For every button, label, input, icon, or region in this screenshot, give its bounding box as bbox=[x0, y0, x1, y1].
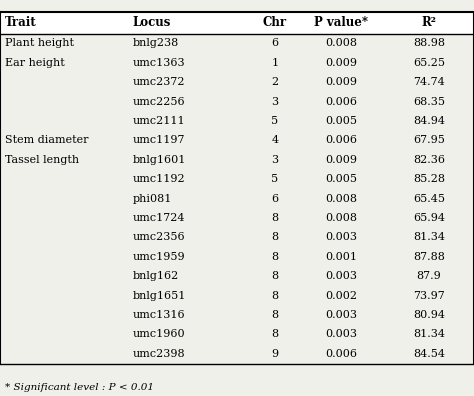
Text: 88.98: 88.98 bbox=[413, 38, 445, 48]
Text: umc2256: umc2256 bbox=[133, 97, 185, 107]
Text: 8: 8 bbox=[271, 213, 279, 223]
Text: R²: R² bbox=[421, 16, 437, 29]
Text: 73.97: 73.97 bbox=[413, 291, 445, 301]
Text: 6: 6 bbox=[271, 194, 279, 204]
Text: 80.94: 80.94 bbox=[413, 310, 445, 320]
Text: P value*: P value* bbox=[314, 16, 368, 29]
Text: * Significant level : P < 0.01: * Significant level : P < 0.01 bbox=[5, 383, 154, 392]
Text: 0.009: 0.009 bbox=[325, 58, 357, 68]
Text: 0.005: 0.005 bbox=[325, 174, 357, 184]
Text: 0.003: 0.003 bbox=[325, 310, 357, 320]
Text: 4: 4 bbox=[271, 135, 279, 145]
Text: 67.95: 67.95 bbox=[413, 135, 445, 145]
Text: 84.54: 84.54 bbox=[413, 349, 445, 359]
Text: 68.35: 68.35 bbox=[413, 97, 445, 107]
Text: 8: 8 bbox=[271, 291, 279, 301]
Text: Locus: Locus bbox=[133, 16, 171, 29]
Text: umc2372: umc2372 bbox=[133, 77, 185, 87]
Text: 0.008: 0.008 bbox=[325, 194, 357, 204]
Text: phi081: phi081 bbox=[133, 194, 172, 204]
Text: 0.003: 0.003 bbox=[325, 329, 357, 339]
Text: umc1316: umc1316 bbox=[133, 310, 185, 320]
Text: 1: 1 bbox=[271, 58, 279, 68]
Text: 87.9: 87.9 bbox=[417, 271, 441, 281]
Text: umc2356: umc2356 bbox=[133, 232, 185, 242]
FancyBboxPatch shape bbox=[0, 12, 474, 34]
Text: 5: 5 bbox=[271, 174, 279, 184]
Text: 0.005: 0.005 bbox=[325, 116, 357, 126]
Text: 0.001: 0.001 bbox=[325, 252, 357, 262]
Text: 65.45: 65.45 bbox=[413, 194, 445, 204]
Text: 8: 8 bbox=[271, 252, 279, 262]
Text: umc1192: umc1192 bbox=[133, 174, 185, 184]
Text: 0.008: 0.008 bbox=[325, 213, 357, 223]
Text: umc1959: umc1959 bbox=[133, 252, 185, 262]
Text: 3: 3 bbox=[271, 97, 279, 107]
Text: 9: 9 bbox=[271, 349, 279, 359]
Text: 0.006: 0.006 bbox=[325, 135, 357, 145]
Text: 0.009: 0.009 bbox=[325, 77, 357, 87]
Text: 8: 8 bbox=[271, 329, 279, 339]
Text: 2: 2 bbox=[271, 77, 279, 87]
Text: 85.28: 85.28 bbox=[413, 174, 445, 184]
Text: bnlg238: bnlg238 bbox=[133, 38, 179, 48]
Text: 87.88: 87.88 bbox=[413, 252, 445, 262]
Text: 8: 8 bbox=[271, 310, 279, 320]
Text: Plant height: Plant height bbox=[5, 38, 74, 48]
Text: umc2111: umc2111 bbox=[133, 116, 185, 126]
Text: umc2398: umc2398 bbox=[133, 349, 185, 359]
Text: 84.94: 84.94 bbox=[413, 116, 445, 126]
Text: 0.003: 0.003 bbox=[325, 271, 357, 281]
Text: 0.006: 0.006 bbox=[325, 97, 357, 107]
Text: 65.25: 65.25 bbox=[413, 58, 445, 68]
Text: 8: 8 bbox=[271, 232, 279, 242]
Text: umc1363: umc1363 bbox=[133, 58, 185, 68]
Text: 0.006: 0.006 bbox=[325, 349, 357, 359]
Text: 74.74: 74.74 bbox=[413, 77, 445, 87]
Text: umc1197: umc1197 bbox=[133, 135, 185, 145]
Text: umc1960: umc1960 bbox=[133, 329, 185, 339]
Text: bnlg1651: bnlg1651 bbox=[133, 291, 186, 301]
Text: bnlg162: bnlg162 bbox=[133, 271, 179, 281]
Text: 82.36: 82.36 bbox=[413, 155, 445, 165]
Text: Stem diameter: Stem diameter bbox=[5, 135, 88, 145]
Text: Trait: Trait bbox=[5, 16, 36, 29]
Text: 81.34: 81.34 bbox=[413, 232, 445, 242]
Text: 0.008: 0.008 bbox=[325, 38, 357, 48]
Text: 65.94: 65.94 bbox=[413, 213, 445, 223]
Text: 6: 6 bbox=[271, 38, 279, 48]
Text: 0.002: 0.002 bbox=[325, 291, 357, 301]
Text: 8: 8 bbox=[271, 271, 279, 281]
Text: 81.34: 81.34 bbox=[413, 329, 445, 339]
Text: 0.009: 0.009 bbox=[325, 155, 357, 165]
Text: 0.003: 0.003 bbox=[325, 232, 357, 242]
Text: Tassel length: Tassel length bbox=[5, 155, 79, 165]
Text: 3: 3 bbox=[271, 155, 279, 165]
Text: 5: 5 bbox=[271, 116, 279, 126]
Text: bnlg1601: bnlg1601 bbox=[133, 155, 186, 165]
Text: Ear height: Ear height bbox=[5, 58, 64, 68]
Text: umc1724: umc1724 bbox=[133, 213, 185, 223]
Text: Chr: Chr bbox=[263, 16, 287, 29]
